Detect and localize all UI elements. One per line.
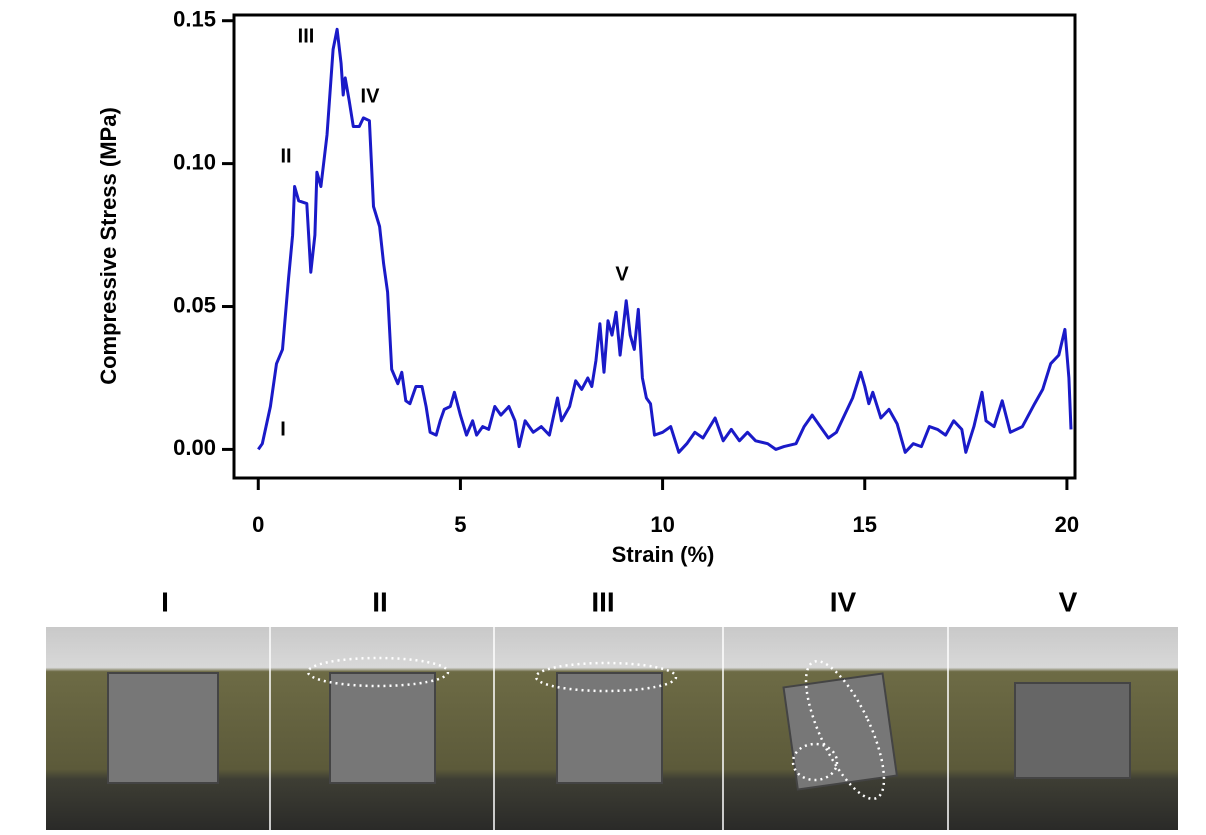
panel-label: II xyxy=(372,586,388,617)
panel-label: I xyxy=(161,586,169,617)
x-tick-label: 5 xyxy=(454,512,466,537)
y-tick-label: 0.05 xyxy=(173,292,216,317)
x-tick-label: 10 xyxy=(650,512,674,537)
y-tick-label: 0.15 xyxy=(173,7,216,32)
specimen xyxy=(107,672,219,784)
specimen xyxy=(782,672,899,791)
y-axis-label: Compressive Stress (MPa) xyxy=(96,107,121,385)
photo-strip xyxy=(46,627,1178,830)
x-tick-label: 0 xyxy=(252,512,264,537)
outline xyxy=(534,661,678,693)
specimens xyxy=(107,672,1131,791)
outline xyxy=(804,659,886,801)
y-tick-label: 0.10 xyxy=(173,149,216,174)
data-line xyxy=(257,27,1073,454)
panel-label: V xyxy=(1059,586,1078,617)
stage-annotation: IV xyxy=(361,85,381,107)
panel-dividers xyxy=(269,627,949,830)
x-tick-label: 15 xyxy=(853,512,877,537)
y-tick-label: 0.00 xyxy=(173,435,216,460)
stage-annotation: V xyxy=(615,263,629,285)
plot-frame xyxy=(232,13,1077,480)
panel-label: IV xyxy=(830,586,857,617)
stage-annotation: II xyxy=(280,145,291,167)
outline xyxy=(791,742,839,782)
highlight-outlines xyxy=(306,656,886,801)
specimen xyxy=(556,672,663,784)
stage-annotation: III xyxy=(298,25,315,47)
panel-label: III xyxy=(591,586,614,617)
outline xyxy=(306,656,450,688)
specimen xyxy=(1014,682,1131,779)
stage-annotation: I xyxy=(280,418,286,440)
x-axis-label: Strain (%) xyxy=(612,542,715,567)
specimen xyxy=(329,672,436,784)
x-tick-label: 20 xyxy=(1055,512,1079,537)
